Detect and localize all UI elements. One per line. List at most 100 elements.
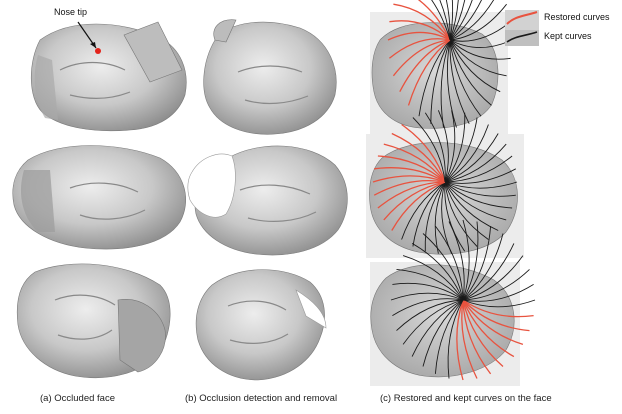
kept-curve: [422, 233, 464, 301]
caption-a: (a) Occluded face: [40, 393, 115, 404]
kept-curve: [444, 110, 456, 183]
kept-curve: [462, 269, 530, 301]
kept-curve: [444, 181, 518, 189]
kept-curve: [444, 117, 478, 183]
caption-b: (b) Occlusion detection and removal: [185, 393, 338, 404]
restored-curve: [462, 299, 515, 358]
restored-curve: [456, 299, 464, 381]
kept-curve: [462, 221, 479, 301]
kept-curve: [444, 168, 517, 184]
restored-curve: [392, 39, 451, 77]
kept-curve: [424, 112, 446, 183]
restored-curve: [407, 39, 451, 106]
legend-restored-label: Restored curves: [544, 12, 610, 22]
restored-curve: [372, 175, 446, 183]
kept-curve: [449, 39, 511, 60]
kept-curve: [462, 255, 524, 301]
kept-curve: [445, 0, 451, 41]
kept-curve: [444, 181, 499, 231]
restored-curve: [391, 181, 446, 231]
restored-curve: [401, 123, 446, 183]
caption-c: (c) Restored and kept curves on the face: [380, 393, 552, 404]
kept-curve: [444, 181, 489, 240]
legend-restored-swatch: [506, 11, 538, 25]
kept-curve: [444, 155, 513, 183]
face-b2: [187, 145, 348, 256]
curve-panel-c2: [366, 110, 524, 258]
kept-curve: [462, 233, 504, 301]
restored-curve: [462, 299, 504, 367]
restored-curve: [393, 3, 451, 41]
kept-curve: [418, 39, 451, 117]
kept-curve: [449, 0, 454, 41]
legend-kept-swatch: [506, 31, 538, 43]
kept-curve: [449, 39, 501, 93]
kept-curve: [396, 299, 464, 331]
restored-curve: [462, 299, 534, 318]
face-b3: [195, 269, 327, 381]
kept-curve: [392, 282, 464, 301]
kept-curve: [462, 219, 470, 301]
restored-curve: [462, 299, 530, 332]
restored-curve: [389, 20, 451, 41]
restored-curve: [383, 181, 446, 221]
kept-curve: [444, 143, 507, 183]
face-a1: [30, 21, 187, 132]
kept-curve: [449, 0, 466, 41]
kept-curve: [402, 255, 464, 301]
restored-curve: [377, 155, 446, 183]
kept-curve: [444, 181, 513, 209]
radial-curves-c1: [387, 0, 513, 128]
kept-curve: [422, 299, 464, 367]
kept-curve: [424, 181, 446, 252]
restored-curve: [383, 143, 446, 183]
restored-curve: [387, 31, 451, 41]
kept-curve: [444, 133, 499, 183]
kept-curve: [449, 0, 459, 41]
restored-curve: [461, 299, 478, 379]
kept-curve: [412, 181, 446, 247]
kept-curve: [444, 181, 516, 197]
restored-curve: [391, 132, 446, 183]
kept-curve: [434, 181, 446, 254]
kept-curve: [444, 181, 478, 247]
kept-curve: [434, 299, 464, 374]
kept-curve: [401, 181, 446, 240]
restored-curve: [388, 38, 451, 59]
kept-curve: [444, 181, 507, 221]
kept-curve: [392, 298, 464, 316]
restored-curve: [462, 299, 524, 346]
kept-curve: [446, 39, 457, 128]
kept-curve: [431, 0, 451, 41]
kept-curve: [449, 0, 473, 41]
kept-curve: [435, 225, 464, 301]
kept-curve: [444, 112, 466, 183]
restored-curve: [399, 39, 451, 92]
curve-panel-c3: [370, 219, 536, 386]
kept-curve: [449, 39, 492, 106]
kept-curve: [444, 124, 489, 183]
kept-curve: [439, 0, 451, 41]
kept-curve: [449, 39, 507, 77]
kept-curve: [396, 268, 464, 301]
radial-curves-c3: [390, 219, 536, 381]
legend: [505, 10, 539, 46]
kept-curve: [449, 0, 495, 41]
kept-curve: [411, 243, 464, 301]
restored-curve: [462, 299, 492, 375]
kept-curve: [390, 292, 464, 301]
kept-curve: [412, 117, 446, 183]
kept-curve: [449, 39, 470, 124]
nose-tip-label: Nose tip: [54, 7, 88, 17]
kept-curve: [411, 299, 464, 357]
restored-curve: [373, 179, 446, 196]
kept-curve: [449, 39, 482, 117]
restored-curve: [374, 167, 446, 183]
kept-curve: [447, 299, 464, 379]
restored-curve: [377, 181, 446, 209]
face-b1: [203, 19, 337, 135]
kept-curve: [444, 181, 466, 252]
legend-kept-label: Kept curves: [544, 31, 592, 41]
kept-curve: [462, 299, 536, 308]
nose-tip-marker: [77, 21, 101, 54]
